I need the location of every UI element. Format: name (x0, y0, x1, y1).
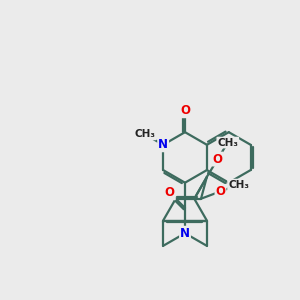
Text: O: O (165, 186, 175, 199)
Text: CH₃: CH₃ (217, 138, 238, 148)
Text: CH₃: CH₃ (228, 180, 249, 190)
Text: N: N (158, 138, 168, 151)
Text: N: N (180, 227, 190, 240)
Text: CH₃: CH₃ (135, 129, 156, 140)
Text: O: O (180, 104, 190, 117)
Text: O: O (213, 153, 223, 166)
Text: O: O (215, 185, 226, 198)
